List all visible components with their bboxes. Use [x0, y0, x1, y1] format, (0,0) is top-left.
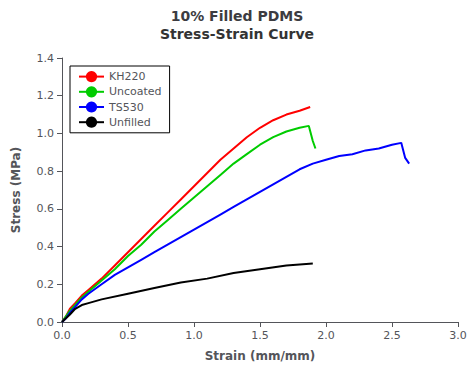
svg-text:2.5: 2.5	[383, 329, 401, 342]
svg-text:0.0: 0.0	[53, 329, 71, 342]
svg-text:0.0: 0.0	[37, 316, 55, 329]
svg-text:3.0: 3.0	[449, 329, 467, 342]
svg-text:Strain (mm/mm): Strain (mm/mm)	[205, 349, 316, 363]
svg-text:1.0: 1.0	[37, 127, 55, 140]
svg-text:0.4: 0.4	[37, 240, 55, 253]
svg-text:2.0: 2.0	[317, 329, 335, 342]
svg-text:Unfilled: Unfilled	[109, 116, 151, 129]
svg-text:1.0: 1.0	[185, 329, 203, 342]
svg-text:KH220: KH220	[109, 70, 145, 83]
svg-text:Uncoated: Uncoated	[109, 85, 162, 98]
svg-text:0.6: 0.6	[37, 202, 55, 215]
svg-text:Stress (MPa): Stress (MPa)	[9, 147, 23, 233]
svg-text:10% Filled PDMS: 10% Filled PDMS	[171, 8, 304, 24]
svg-text:0.5: 0.5	[119, 329, 137, 342]
svg-text:1.5: 1.5	[251, 329, 269, 342]
svg-text:0.2: 0.2	[37, 278, 55, 291]
svg-text:1.2: 1.2	[37, 89, 55, 102]
svg-text:0.8: 0.8	[37, 165, 55, 178]
svg-text:Stress-Strain Curve: Stress-Strain Curve	[160, 26, 314, 42]
svg-text:1.4: 1.4	[37, 52, 55, 65]
svg-text:TS530: TS530	[108, 101, 144, 114]
